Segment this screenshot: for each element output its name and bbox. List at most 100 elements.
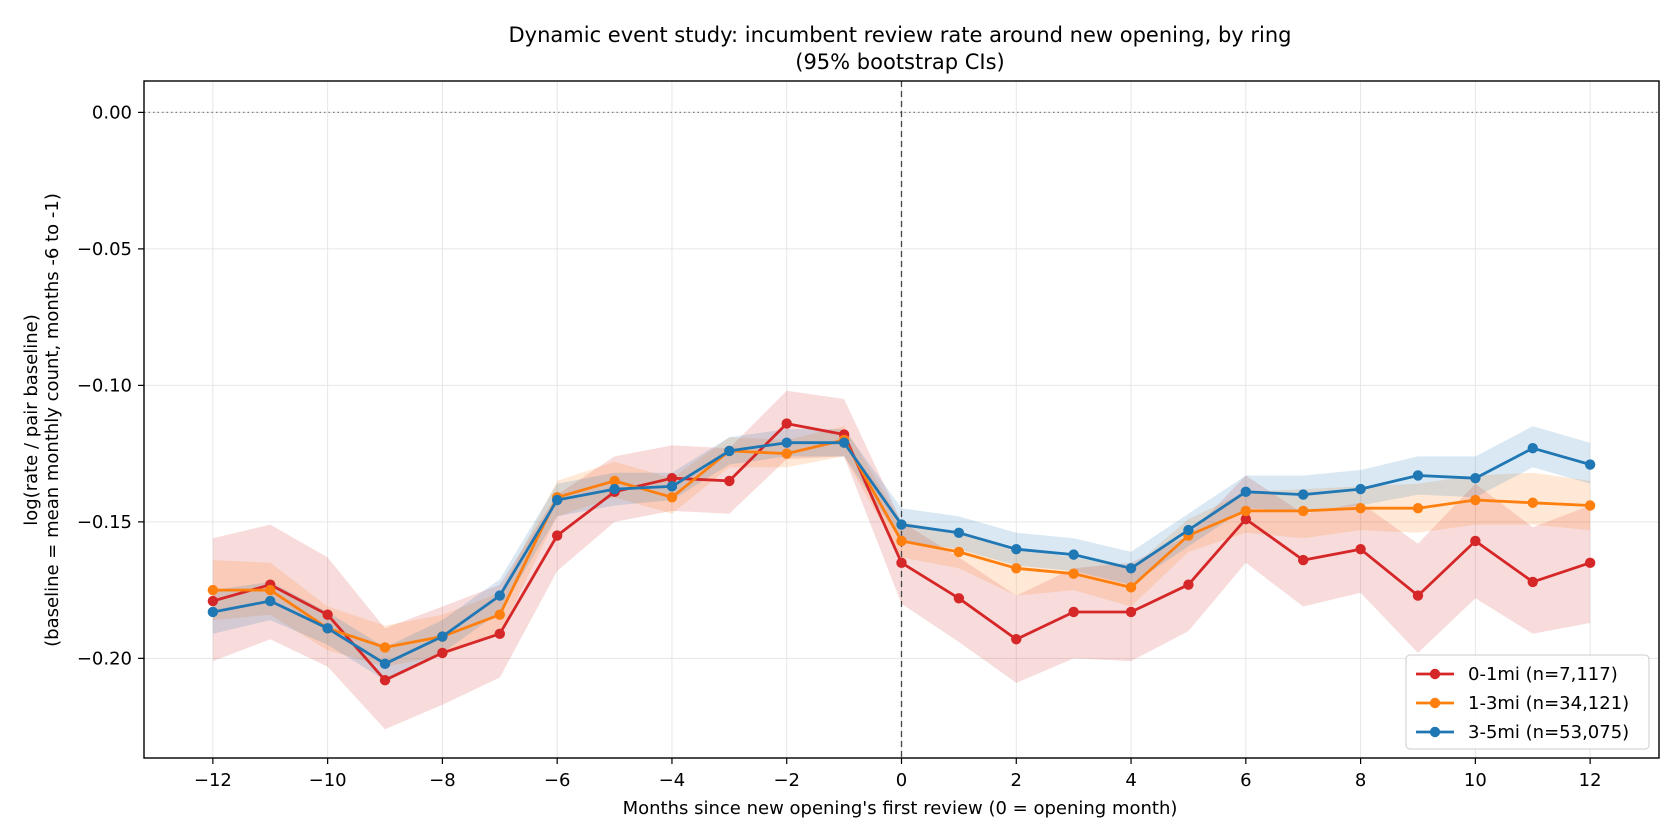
series-2-point-13 [953, 527, 965, 538]
series-1-point-10 [781, 448, 792, 459]
series-2-point-10 [781, 437, 792, 448]
y-tick-label-4: −0.20 [77, 648, 132, 669]
series-lines [207, 418, 1596, 686]
x-tick-label-5: −2 [773, 770, 800, 791]
series-1-point-13 [953, 546, 965, 558]
x-tick-label-2: −8 [429, 770, 456, 791]
series-2-point-20 [1355, 483, 1366, 495]
x-axis-label: Months since new opening's first review … [623, 798, 1178, 819]
series-1-point-7 [609, 475, 620, 487]
series-0-point-22 [1470, 535, 1481, 547]
legend-marker-1 [1429, 697, 1441, 709]
series-0-point-20 [1355, 543, 1366, 555]
series-2-point-14 [1011, 543, 1022, 555]
series-0-point-2 [322, 609, 333, 620]
series-2-point-15 [1068, 549, 1079, 560]
series-0-point-5 [494, 628, 505, 639]
series-1-point-1 [265, 584, 276, 596]
series-1-point-5 [494, 609, 505, 620]
series-1-point-23 [1527, 497, 1538, 508]
x-tick-label-1: −10 [309, 770, 347, 791]
series-2-point-3 [379, 658, 391, 670]
x-tick-label-0: −12 [194, 770, 232, 791]
series-0-point-23 [1527, 576, 1538, 588]
series-0-point-19 [1298, 554, 1309, 566]
legend-marker-0 [1429, 668, 1441, 680]
series-0-point-18 [1240, 513, 1252, 525]
series-2-point-9 [724, 445, 735, 457]
series-0-point-17 [1183, 579, 1194, 590]
legend-label-0: 0-1mi (n=7,117) [1468, 664, 1618, 685]
series-1-point-19 [1298, 505, 1309, 517]
series-0-point-15 [1068, 606, 1079, 618]
series-2-point-5 [494, 590, 505, 601]
x-tick-label-4: −4 [659, 770, 686, 791]
series-0-point-24 [1584, 557, 1596, 569]
series-1-point-15 [1068, 568, 1079, 579]
series-0-point-12 [896, 557, 907, 569]
y-tick-label-0: 0.00 [92, 102, 132, 123]
series-2-point-21 [1412, 470, 1424, 481]
series-0-point-16 [1125, 606, 1137, 618]
series-1-point-12 [896, 535, 907, 547]
series-2-point-24 [1584, 459, 1596, 470]
y-axis-label-line1: log(rate / pair baseline) [21, 314, 42, 526]
series-0-point-21 [1412, 590, 1424, 601]
reference-lines [144, 81, 1659, 758]
series-0-point-8 [666, 472, 678, 484]
series-1-point-8 [666, 492, 678, 503]
series-2-point-19 [1298, 489, 1309, 500]
series-1-point-3 [379, 642, 391, 653]
y-tick-label-1: −0.05 [77, 239, 132, 260]
legend-label-1: 1-3mi (n=34,121) [1468, 693, 1629, 714]
x-tick-label-10: 8 [1355, 770, 1366, 791]
x-tick-label-9: 6 [1240, 770, 1251, 791]
legend-label-2: 3-5mi (n=53,075) [1468, 722, 1629, 743]
axes: −12 −10 −8 −6 −4 −2 0 2 4 6 8 10 12 0.00 −0.05 −0.10 −0.… [77, 80, 1660, 791]
legend-frame [1405, 654, 1650, 750]
series-2-point-22 [1470, 472, 1481, 484]
x-tick-label-12: 12 [1579, 770, 1602, 791]
chart-title-line2: (95% bootstrap CIs) [795, 50, 1004, 74]
y-tick-label-3: −0.15 [77, 512, 132, 533]
series-1-point-24 [1584, 500, 1596, 511]
series-1-point-20 [1355, 503, 1366, 514]
series-0-point-14 [1011, 634, 1022, 645]
y-tick-label-2: −0.10 [77, 375, 132, 396]
legend-marker-2 [1429, 726, 1441, 738]
series-2-point-2 [322, 623, 333, 634]
series-2-point-18 [1240, 486, 1252, 498]
series-1-point-22 [1470, 494, 1481, 506]
series-0-point-3 [379, 674, 391, 686]
series-2-point-6 [551, 494, 563, 506]
series-0-point-6 [551, 530, 563, 541]
y-axis-label-line2: (baseline = mean monthly count, months -… [42, 193, 63, 647]
x-tick-label-3: −6 [544, 770, 571, 791]
series-1-point-16 [1125, 582, 1137, 593]
x-tick-label-6: 0 [896, 770, 907, 791]
x-tick-label-7: 2 [1011, 770, 1022, 791]
series-0-point-9 [724, 475, 735, 487]
series-2-point-17 [1183, 524, 1194, 536]
x-tick-label-8: 4 [1125, 770, 1136, 791]
series-2-point-4 [437, 631, 448, 642]
series-1-point-18 [1240, 505, 1252, 517]
chart-title-line1: Dynamic event study: incumbent review ra… [509, 23, 1292, 47]
legend: 0-1mi (n=7,117) 1-3mi (n=34,121) 3-5mi (n=… [1405, 654, 1650, 750]
series-0-point-10 [781, 418, 792, 429]
series-2-point-8 [666, 481, 678, 492]
series-2-point-23 [1527, 442, 1538, 454]
series-2-point-0 [207, 606, 219, 618]
series-2-point-16 [1125, 563, 1137, 574]
series-1-point-14 [1011, 563, 1022, 574]
series-2-point-7 [609, 483, 620, 495]
series-1-point-0 [207, 584, 219, 596]
series-0-point-0 [207, 595, 219, 607]
series-0-point-4 [437, 647, 448, 659]
series-2-point-12 [896, 519, 907, 530]
x-tick-label-11: 10 [1464, 770, 1487, 791]
series-0-point-13 [953, 593, 965, 604]
series-2-point-1 [265, 595, 276, 607]
